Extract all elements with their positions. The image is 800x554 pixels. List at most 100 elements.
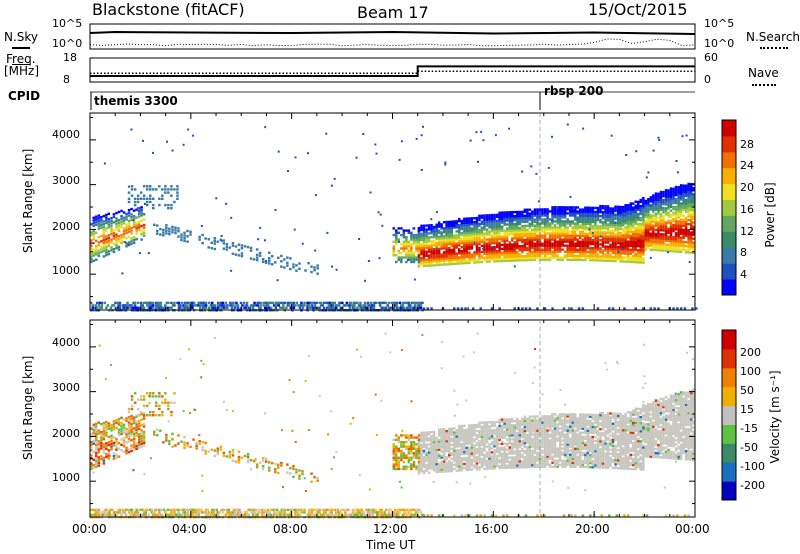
power-cell xyxy=(531,228,534,231)
velocity-cell xyxy=(468,468,471,471)
power-cell xyxy=(400,242,403,246)
power-cell xyxy=(546,210,549,213)
power-cell xyxy=(541,256,544,259)
power-cell xyxy=(161,194,164,197)
velocity-cell xyxy=(503,448,506,451)
power-cell xyxy=(133,200,137,204)
velocity-cell xyxy=(475,460,479,463)
power-cell xyxy=(684,230,688,234)
velocity-cell xyxy=(518,450,521,453)
power-cell xyxy=(292,263,295,266)
power-cell xyxy=(286,304,290,307)
power-cell xyxy=(601,207,605,210)
velocity-cell xyxy=(531,425,534,428)
velocity-cell xyxy=(485,453,489,456)
velocity-cell xyxy=(546,461,549,464)
velocity-cell xyxy=(440,456,443,459)
power-cell xyxy=(100,250,103,254)
power-cell xyxy=(563,208,567,211)
power-cell xyxy=(614,237,617,241)
velocity-cell xyxy=(546,415,549,418)
power-cell xyxy=(140,219,143,222)
power-cell xyxy=(551,135,553,138)
power-cell xyxy=(453,248,456,251)
power-cell xyxy=(637,226,640,230)
power-cell xyxy=(122,216,126,219)
power-cell xyxy=(596,241,600,244)
velocity-cell xyxy=(531,457,534,461)
power-cell xyxy=(153,223,156,226)
power-cell xyxy=(100,245,103,248)
power-cell xyxy=(569,240,572,243)
power-cell xyxy=(147,306,150,309)
power-cell xyxy=(498,247,501,251)
power-cell xyxy=(594,230,597,234)
velocity-cell xyxy=(483,455,486,458)
power-cell xyxy=(647,218,650,221)
power-cell xyxy=(420,238,423,242)
power-cell xyxy=(674,232,678,235)
power-cell xyxy=(211,306,214,309)
power-cell xyxy=(589,212,592,215)
power-cell xyxy=(286,256,289,259)
power-cell xyxy=(135,216,138,219)
velocity-cell xyxy=(473,440,476,443)
power-cell xyxy=(95,245,98,248)
velocity-cell xyxy=(432,469,436,472)
velocity-cell xyxy=(488,429,491,432)
velocity-cell xyxy=(478,441,481,445)
power-cell xyxy=(90,255,93,258)
power-cell xyxy=(574,244,577,247)
power-cell xyxy=(589,238,592,242)
power-cell xyxy=(546,250,549,253)
velocity-cell xyxy=(490,451,494,454)
velocity-cell xyxy=(508,460,511,463)
power-cell xyxy=(97,214,101,217)
velocity-cell xyxy=(422,457,426,461)
power-cell xyxy=(176,197,179,200)
power-cell xyxy=(329,301,332,305)
power-cell xyxy=(687,245,690,248)
power-cell xyxy=(404,301,408,305)
power-cell xyxy=(599,227,602,230)
power-cell xyxy=(420,261,423,264)
power-cell xyxy=(662,221,665,224)
power-cell xyxy=(294,304,297,307)
power-cell xyxy=(468,255,471,258)
power-cell xyxy=(571,208,574,211)
velocity-cell xyxy=(483,431,486,434)
power-cell xyxy=(659,233,663,236)
power-cell xyxy=(165,301,169,305)
power-cell xyxy=(687,229,690,232)
velocity-cell xyxy=(458,431,461,434)
velocity-cell xyxy=(493,428,496,432)
power-cell xyxy=(667,229,670,232)
power-cell xyxy=(626,260,630,263)
power-cell xyxy=(584,254,587,258)
power-cell xyxy=(677,200,680,203)
power-cell xyxy=(543,238,547,241)
velocity-cell xyxy=(445,429,448,433)
velocity-cell xyxy=(478,453,481,457)
power-cell xyxy=(500,239,504,242)
power-cell xyxy=(614,221,617,224)
power-cell xyxy=(606,235,610,238)
power-cell xyxy=(664,249,668,252)
velocity-cell xyxy=(508,436,511,439)
velocity-cell xyxy=(500,452,504,456)
power-cell xyxy=(541,230,544,233)
velocity-cell xyxy=(445,431,448,435)
power-cell xyxy=(584,256,587,260)
velocity-cell xyxy=(553,439,557,442)
velocity-cell xyxy=(425,435,428,438)
power-cell xyxy=(213,237,216,240)
power-cell xyxy=(551,256,554,259)
power-cell xyxy=(155,301,158,305)
velocity-cell xyxy=(448,453,451,457)
velocity-cell xyxy=(463,450,466,454)
power-cell xyxy=(632,258,635,262)
power-cell xyxy=(621,220,625,223)
velocity-cell xyxy=(432,457,436,460)
power-cell xyxy=(473,235,476,238)
power-cell xyxy=(110,233,113,236)
